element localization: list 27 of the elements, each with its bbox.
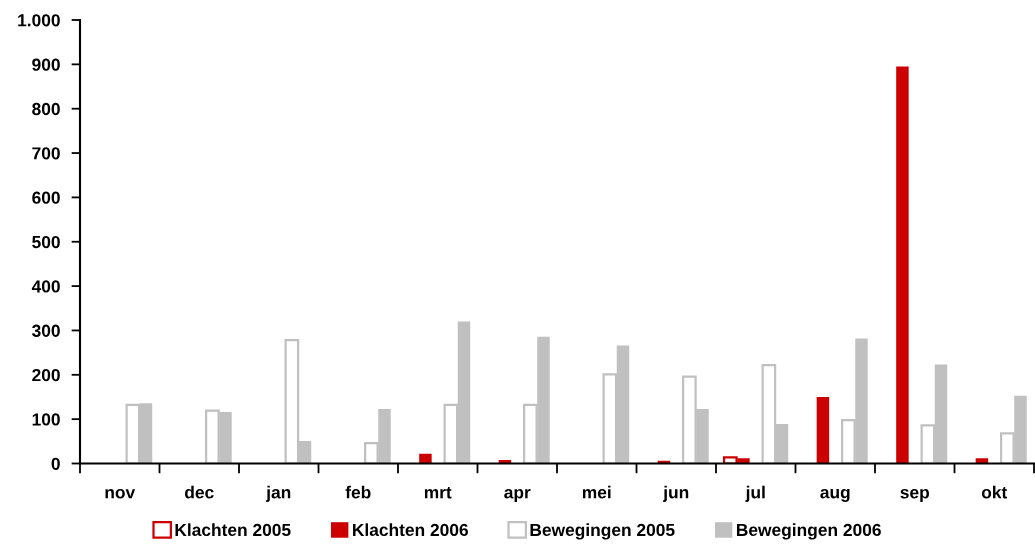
x-tick-label: feb: [345, 485, 371, 499]
x-tick-label: dec: [185, 485, 214, 499]
x-tick-label: nov: [105, 488, 136, 499]
y-tick-label: 300: [31, 324, 60, 337]
x-tick-label: mei: [582, 485, 611, 499]
y-tick-label: 800: [32, 102, 60, 116]
x-tick-label: mrt: [424, 486, 452, 499]
y-tick-label: 0: [51, 457, 60, 470]
x-tick-label: sep: [900, 488, 929, 502]
y-tick-label: 500: [32, 235, 60, 249]
x-tick-label: aug: [820, 488, 850, 502]
legend-label: Klachten 2005: [175, 523, 291, 537]
x-tick-label: jul: [745, 485, 765, 502]
y-tick-label: 400: [31, 280, 60, 293]
y-tick-label: 1.000: [18, 14, 60, 27]
y-tick-label: 600: [32, 191, 60, 204]
y-tick-label: 700: [32, 147, 60, 160]
y-tick-label: 100: [32, 413, 60, 426]
x-tick-label: jan: [265, 485, 291, 502]
x-tick-label: okt: [981, 485, 1008, 499]
x-tick-label: jun: [662, 485, 689, 502]
legend-label: Klachten 2006: [353, 523, 468, 537]
y-tick-label: 900: [32, 58, 60, 71]
y-tick-label: 200: [32, 368, 60, 382]
legend-label: Bewegingen 2006: [736, 523, 881, 540]
x-tick-label: apr: [504, 488, 531, 502]
legend-label: Bewegingen 2005: [530, 523, 675, 540]
